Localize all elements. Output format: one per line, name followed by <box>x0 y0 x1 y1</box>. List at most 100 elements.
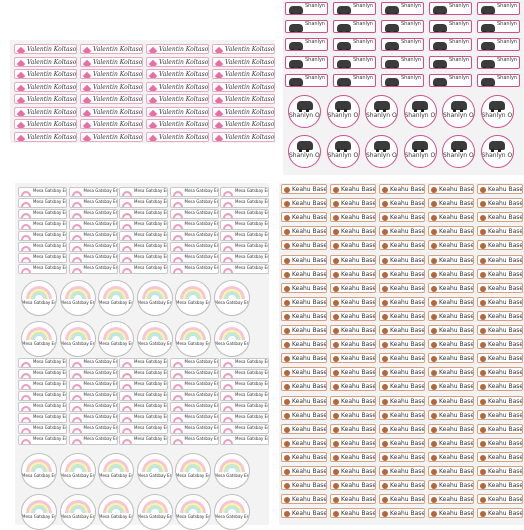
round-dot-icon <box>382 441 388 447</box>
round-dot-icon <box>480 497 486 503</box>
name-label: Keahu Baseon <box>428 410 474 420</box>
name-label: Mesa Gatsbay Estey 087 097 898 <box>69 358 118 368</box>
label-text: Keahu Baseon <box>439 383 474 390</box>
round-dot-icon <box>382 342 388 348</box>
car-icon <box>385 24 399 32</box>
rainbow-icon <box>72 373 82 378</box>
round-dot-icon <box>284 201 290 207</box>
name-label: Shanlyn O'Brien <box>381 20 424 33</box>
label-text: Mesa Gatsbay Estey 087 097 898 <box>33 382 67 386</box>
car-icon <box>481 6 495 14</box>
round-label: Mesa Gatsbay Estey 087 097 898 <box>21 280 57 316</box>
round-label: Mesa Gatsbay Estey 087 097 898 <box>98 453 134 489</box>
name-label: Mesa Gatsbay Estey 087 097 898 <box>18 402 67 412</box>
rainbow-icon <box>72 428 82 433</box>
car-icon <box>335 101 351 110</box>
label-text: Keahu Baseon <box>439 510 474 517</box>
label-text: Mesa Gatsbay Estey 087 097 898 <box>185 222 219 226</box>
label-text: Keahu Baseon <box>390 468 425 475</box>
rainbow-icon <box>173 362 183 367</box>
round-label: Mesa Gatsbay Estey 087 097 898 <box>60 453 96 489</box>
rainbow-icon <box>72 191 82 196</box>
rainbow-icon <box>26 500 52 513</box>
rainbow-icon <box>223 224 233 229</box>
name-label: Keahu Baseon <box>379 381 425 391</box>
label-text: Shanlyn O'Brien <box>353 76 376 81</box>
label-text: Keahu Baseon <box>390 426 425 433</box>
name-label: Shanlyn O'Brien <box>381 2 424 15</box>
label-text: Mesa Gatsbay Estey 087 097 898 <box>33 255 67 259</box>
name-label: Shanlyn O'Brien <box>285 56 328 69</box>
label-text: Shanlyn O'Brien <box>497 58 520 63</box>
round-dot-icon <box>480 201 486 207</box>
name-label: Keahu Baseon <box>330 452 376 462</box>
name-label: Keahu Baseon <box>281 438 327 448</box>
round-dot-icon <box>480 272 486 278</box>
label-text: Mesa Gatsbay Estey 087 097 898 <box>99 342 133 346</box>
round-dot-icon <box>431 201 437 207</box>
round-dot-icon <box>382 497 388 503</box>
round-dot-icon <box>284 413 290 419</box>
label-text: Mesa Gatsbay Estey 087 097 898 <box>185 189 219 193</box>
round-dot-icon <box>431 342 437 348</box>
round-dot-icon <box>333 215 339 221</box>
name-label: Keahu Baseon <box>330 311 376 321</box>
name-label: Keahu Baseon <box>477 269 523 279</box>
name-label: Keahu Baseon <box>330 353 376 363</box>
label-text: Keahu Baseon <box>341 383 376 390</box>
name-label: Mesa Gatsbay Estey 087 097 898 <box>119 220 168 230</box>
label-text: Shanlyn O'Brien <box>482 113 513 119</box>
round-dot-icon <box>333 384 339 390</box>
label-text: Shanlyn O'Brien <box>353 22 376 27</box>
name-label: Keahu Baseon <box>330 283 376 293</box>
name-label: Mesa Gatsbay Estey 087 097 898 <box>18 242 67 252</box>
name-label: Keahu Baseon <box>428 311 474 321</box>
label-text: Shanlyn O'Brien <box>305 22 328 27</box>
name-label: Keahu Baseon <box>428 438 474 448</box>
rainbow-icon <box>122 406 132 411</box>
label-text: Mesa Gatsbay Estey 087 097 898 <box>215 474 249 478</box>
label-text: Keahu Baseon <box>488 482 523 489</box>
name-label: Valentin Koltasow <box>212 44 275 54</box>
round-dot-icon <box>431 441 437 447</box>
name-label: Mesa Gatsbay Estey 087 097 898 <box>220 253 269 263</box>
name-label: Mesa Gatsbay Estey 087 097 898 <box>220 435 269 445</box>
rainbow-icon <box>72 257 82 262</box>
label-text: Mesa Gatsbay Estey 087 097 898 <box>33 233 67 237</box>
label-text: Shanlyn O'Brien <box>401 40 424 45</box>
label-text: Mesa Gatsbay Estey 087 097 898 <box>84 360 118 364</box>
label-text: Shanlyn O'Brien <box>449 4 472 9</box>
name-label: Mesa Gatsbay Estey 087 097 898 <box>69 435 118 445</box>
name-label: Mesa Gatsbay Estey 087 097 898 <box>170 369 219 379</box>
rainbow-icon <box>219 286 245 299</box>
label-text: Keahu Baseon <box>292 285 327 292</box>
label-text: Mesa Gatsbay Estey 087 097 898 <box>61 474 95 478</box>
rainbow-icon <box>21 428 31 433</box>
name-label: Keahu Baseon <box>330 255 376 265</box>
round-label: Mesa Gatsbay Estey 087 097 898 <box>137 453 173 489</box>
label-text: Mesa Gatsbay Estey 087 097 898 <box>61 342 95 346</box>
round-dot-icon <box>333 413 339 419</box>
label-text: Mesa Gatsbay Estey 087 097 898 <box>176 301 210 305</box>
name-label: Keahu Baseon <box>477 184 523 194</box>
name-label: Keahu Baseon <box>330 410 376 420</box>
car-icon <box>297 141 313 150</box>
rainbow-icon <box>122 268 132 273</box>
label-text: Keahu Baseon <box>488 257 523 264</box>
rainbow-icon <box>173 202 183 207</box>
name-label: Shanlyn O'Brien <box>285 2 328 15</box>
label-text: Keahu Baseon <box>292 383 327 390</box>
round-dot-icon <box>284 286 290 292</box>
label-text: Valentin Koltasow <box>93 59 143 66</box>
round-dot-icon <box>480 511 486 517</box>
label-text: Keahu Baseon <box>341 327 376 334</box>
rainbow-icon <box>223 417 233 422</box>
label-text: Keahu Baseon <box>292 242 327 249</box>
label-text: Keahu Baseon <box>390 510 425 517</box>
round-dot-icon <box>382 427 388 433</box>
name-label: Mesa Gatsbay Estey 087 097 898 <box>18 187 67 197</box>
round-dot-icon <box>382 455 388 461</box>
rainbow-icon <box>122 417 132 422</box>
label-text: Mesa Gatsbay Estey 087 097 898 <box>185 244 219 248</box>
name-label: Mesa Gatsbay Estey 087 097 898 <box>119 391 168 401</box>
